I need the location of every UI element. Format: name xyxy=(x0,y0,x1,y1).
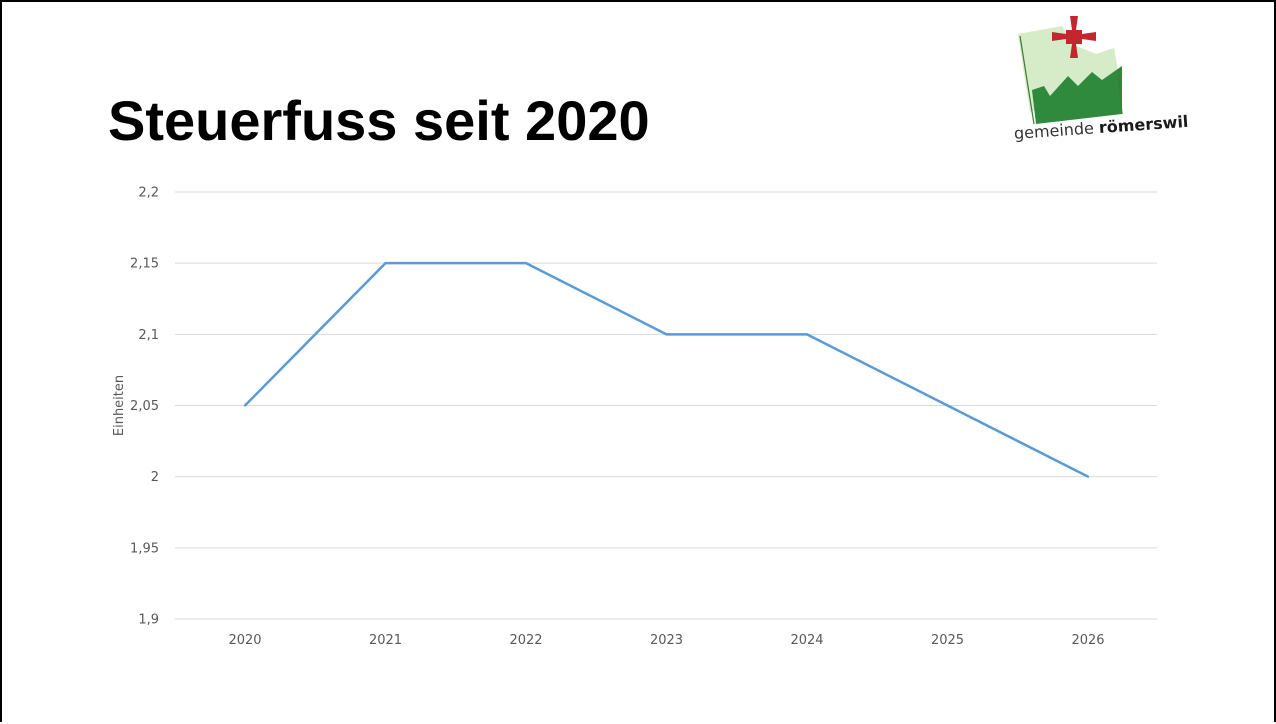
y-tick-label: 1,95 xyxy=(130,541,159,556)
x-tick-label: 2022 xyxy=(509,633,542,648)
y-tick-label: 2,1 xyxy=(138,328,159,343)
chart-series xyxy=(243,261,1090,478)
x-tick-label: 2020 xyxy=(228,633,261,648)
logo-edge xyxy=(1117,69,1123,115)
x-tick-label: 2024 xyxy=(790,633,823,648)
data-point xyxy=(384,261,387,265)
series-line xyxy=(244,261,1089,478)
data-point xyxy=(665,333,668,336)
logo-edge xyxy=(1019,35,1035,125)
y-tick-label: 2,2 xyxy=(138,186,159,201)
cross-icon xyxy=(1052,16,1096,58)
chart-x-tick-labels: 2020 2021 2022 2023 2024 2025 2026 xyxy=(228,633,1104,648)
chart-y-tick-labels: 1,9 1,95 2 2,05 2,1 2,15 2,2 xyxy=(130,186,159,628)
y-axis-label: Einheiten xyxy=(112,375,127,436)
y-tick-label: 1,9 xyxy=(138,613,159,628)
x-tick-label: 2023 xyxy=(650,633,683,648)
slide-title: Steuerfuss seit 2020 xyxy=(108,89,650,152)
chart-gridlines xyxy=(175,191,1157,620)
y-tick-label: 2,15 xyxy=(130,257,159,272)
data-point xyxy=(946,404,949,407)
y-tick-label: 2 xyxy=(151,470,159,485)
x-tick-label: 2021 xyxy=(369,633,402,648)
data-point xyxy=(1086,475,1090,478)
x-tick-label: 2025 xyxy=(931,633,964,648)
municipality-logo: gemeinde römerswil xyxy=(1012,14,1208,164)
y-tick-label: 2,05 xyxy=(130,399,159,414)
data-point xyxy=(243,404,247,407)
data-point xyxy=(805,333,809,336)
x-tick-label: 2026 xyxy=(1071,633,1104,648)
logo-dark-shape xyxy=(1032,66,1122,124)
logo-emblem xyxy=(1018,16,1123,125)
data-point xyxy=(524,261,528,265)
